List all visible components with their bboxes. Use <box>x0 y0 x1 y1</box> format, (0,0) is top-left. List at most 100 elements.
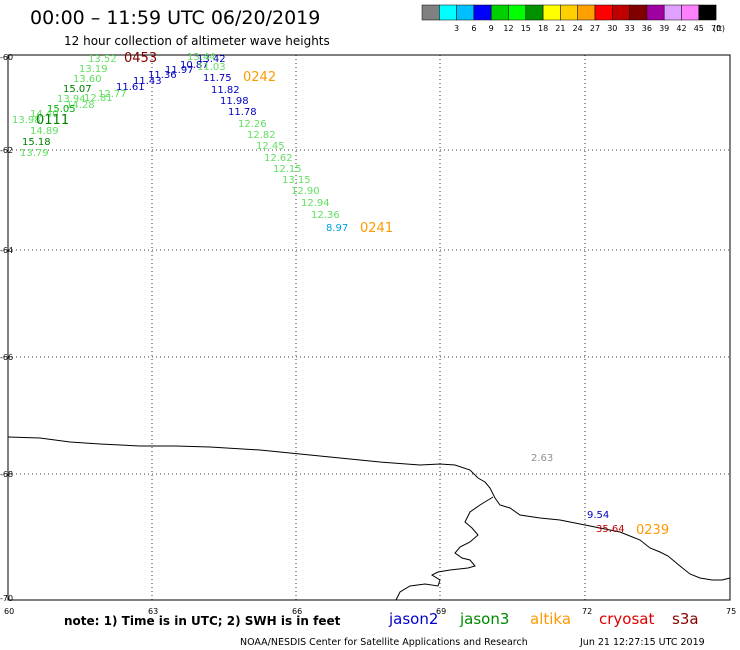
swh-value: 11.75 <box>203 73 232 84</box>
lat-label: -68 <box>0 470 13 479</box>
swh-value: 9.54 <box>587 510 609 521</box>
wave-height-legend: 3 6 9 12 15 18 21 24 27 30 33 36 39 42 45 70 <box>421 4 721 33</box>
legend-swatch <box>594 4 613 21</box>
lon-label: 72 <box>582 607 592 616</box>
lat-label: -66 <box>0 353 13 362</box>
lon-label: 66 <box>292 607 302 616</box>
lat-label: -60 <box>0 53 13 62</box>
swh-value: 13.44 <box>187 52 216 63</box>
legend-tick-label: 24 <box>573 24 583 33</box>
swh-value: 13.98 <box>12 115 41 126</box>
observations: 13.52 13.19 13.60 15.07 13.94 12.81 12.7… <box>12 52 625 535</box>
swh-value: 11.97 <box>165 65 194 76</box>
antarctic-coastline <box>7 436 731 581</box>
graticule <box>8 55 730 600</box>
swh-value: 13.94 <box>57 94 86 105</box>
lat-label: -64 <box>0 246 13 255</box>
satellite-jason2: jason2 <box>388 610 438 628</box>
swh-value: 13.79 <box>20 148 49 159</box>
satellite-cryosat: cryosat <box>599 610 654 628</box>
swh-value: 12.45 <box>256 141 285 152</box>
swh-value: 14.89 <box>30 126 59 137</box>
swh-value: 12.81 <box>84 93 113 104</box>
legend-tick-label: 15 <box>521 24 531 33</box>
swh-value: 13.52 <box>88 54 117 65</box>
legend-swatch <box>698 4 717 21</box>
legend-tick-label: 36 <box>642 24 652 33</box>
satellite-legend: jason2 jason3 altika cryosat s3a <box>388 610 699 628</box>
legend-swatch <box>681 4 700 21</box>
legend-unit: (ft) <box>713 24 725 33</box>
latitude-labels: -60 -62 -64 -66 -68 -70 <box>0 53 13 603</box>
longitude-labels: 60 63 66 69 72 75 <box>4 607 736 616</box>
swh-value: 12.82 <box>247 130 276 141</box>
swh-value: 12.36 <box>311 210 340 221</box>
swh-value: 8.97 <box>326 223 348 234</box>
swh-value: 13.15 <box>282 175 311 186</box>
legend-swatch <box>525 4 544 21</box>
swh-value: 11.43 <box>133 76 162 87</box>
lon-label: 60 <box>4 607 14 616</box>
swh-value: 11.82 <box>211 85 240 96</box>
swh-value: 2.63 <box>531 453 553 464</box>
pass-time: 0453 <box>124 51 157 66</box>
swh-value: 13.19 <box>79 64 108 75</box>
legend-swatch <box>508 4 527 21</box>
legend-tick-label: 6 <box>471 24 476 33</box>
footer-timestamp: Jun 21 12:27:15 UTC 2019 <box>579 637 705 648</box>
swh-value: 12.62 <box>264 153 293 164</box>
legend-tick-label: 42 <box>676 24 686 33</box>
legend-swatch <box>663 4 682 21</box>
swh-value: 11.36 <box>148 70 177 81</box>
map-subtitle: 12 hour collection of altimeter wave hei… <box>64 34 330 48</box>
satellite-jason3: jason3 <box>459 610 509 628</box>
lat-label: -62 <box>0 146 13 155</box>
legend-tick-label: 27 <box>590 24 600 33</box>
legend-tick-label: 45 <box>694 24 704 33</box>
legend-swatch <box>439 4 457 21</box>
legend-swatch <box>542 4 561 21</box>
legend-tick-label: 70 <box>711 24 721 33</box>
pass-times: 0453 0242 0111 0241 0239 <box>36 51 669 538</box>
swh-value: 14.28 <box>66 100 95 111</box>
footer-credit: NOAA/NESDIS Center for Satellite Applica… <box>240 637 528 648</box>
ice-shelf-outline <box>395 496 494 601</box>
legend-swatch <box>456 4 475 21</box>
swh-value: 13.60 <box>73 74 102 85</box>
swh-value: 12.77 <box>98 89 127 100</box>
legend-tick-label: 18 <box>538 24 548 33</box>
swh-value: 11.78 <box>228 107 257 118</box>
legend-tick-label: 39 <box>659 24 669 33</box>
swh-value: 15.07 <box>63 84 92 95</box>
pass-time: 0239 <box>636 523 669 538</box>
legend-tick-label: 3 <box>454 24 459 33</box>
legend-swatch <box>612 4 630 21</box>
swh-value: 12.94 <box>301 198 330 209</box>
pass-time: 0111 <box>36 113 69 128</box>
legend-tick-label: 9 <box>489 24 494 33</box>
swh-value: 11.61 <box>116 82 145 93</box>
swh-value: 12.26 <box>238 119 267 130</box>
map-title: 00:00 – 11:59 UTC 06/20/2019 <box>30 7 320 29</box>
legend-swatch <box>421 4 440 21</box>
satellite-altika: altika <box>530 610 571 628</box>
footer-note: note: 1) Time is in UTC; 2) SWH is in fe… <box>64 614 341 628</box>
legend-swatch <box>490 4 509 21</box>
swh-value: 12.90 <box>291 186 320 197</box>
lon-label: 63 <box>148 607 158 616</box>
lon-label: 75 <box>726 607 736 616</box>
legend-swatch <box>629 4 648 21</box>
satellite-s3a: s3a <box>672 610 699 628</box>
swh-value: 15.18 <box>22 137 51 148</box>
swh-value: 10.87 <box>180 60 209 71</box>
legend-tick-label: 21 <box>555 24 565 33</box>
swh-value: 11.03 <box>197 62 226 73</box>
legend-tick-label: 30 <box>607 24 617 33</box>
swh-value: 15.05 <box>47 104 76 115</box>
legend-tick-label: 12 <box>503 24 513 33</box>
legend-swatch <box>577 4 596 21</box>
legend-swatch <box>473 4 492 21</box>
swh-value: 13.42 <box>197 54 226 65</box>
swh-value: 12.15 <box>273 164 302 175</box>
